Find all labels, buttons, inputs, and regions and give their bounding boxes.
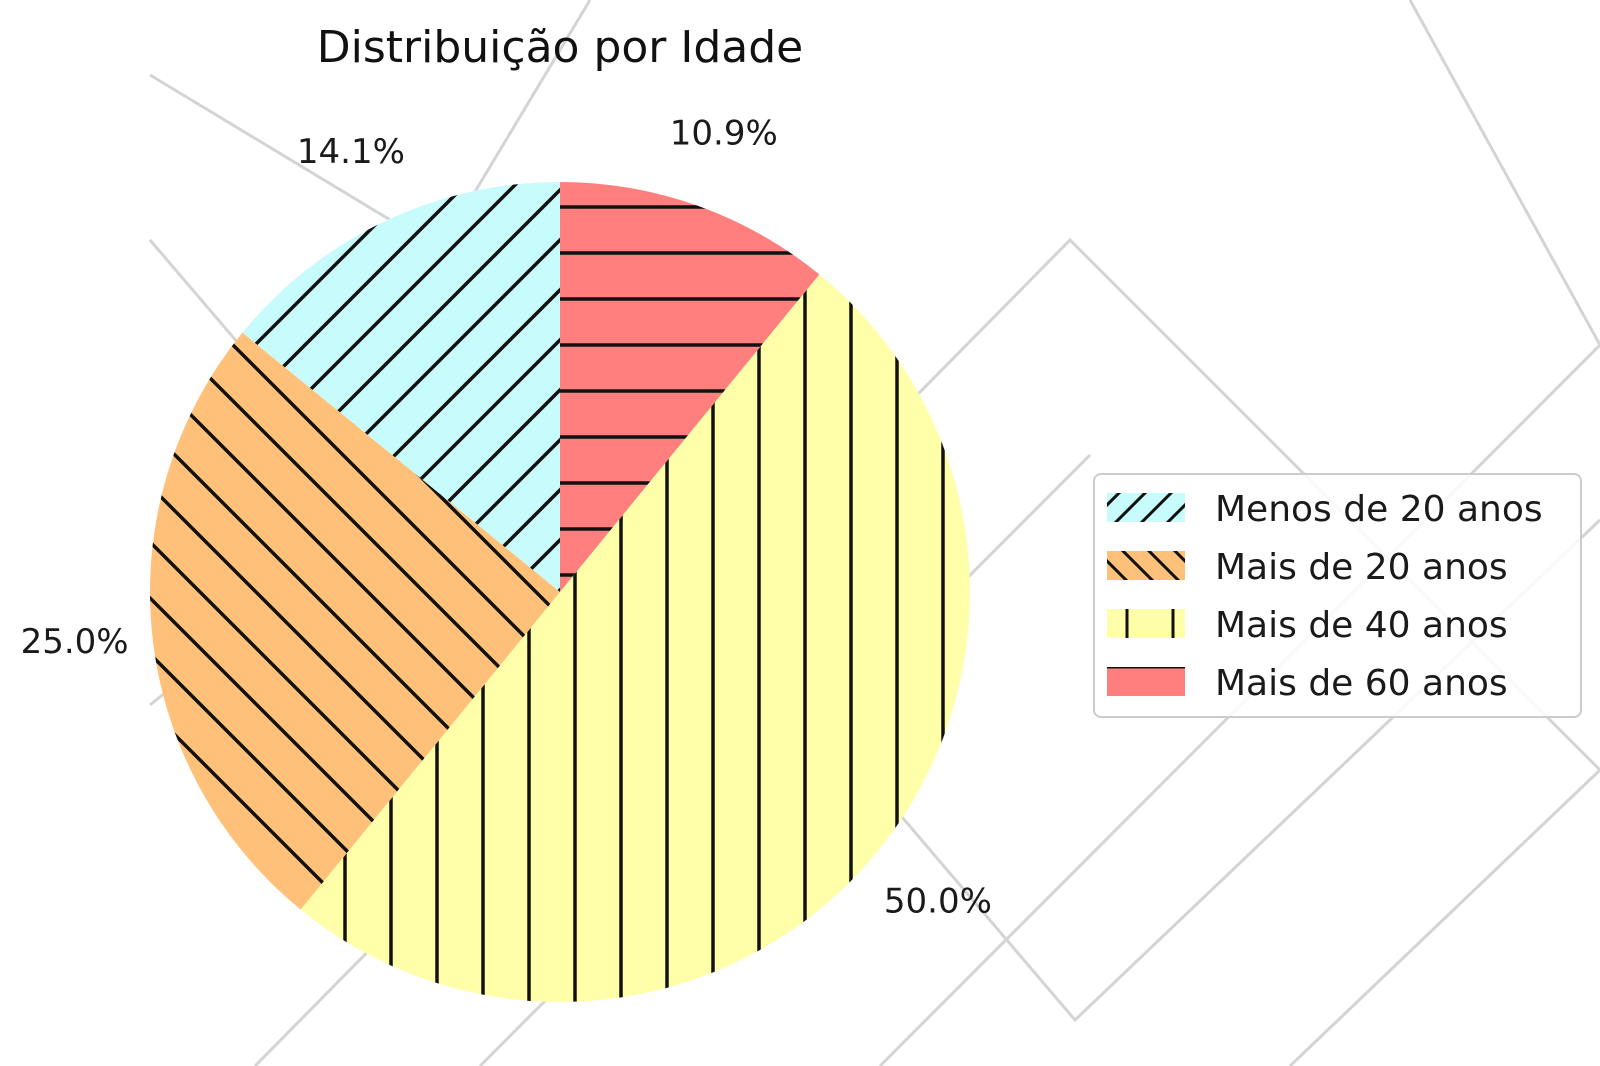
slice-mais-de-40-anos <box>300 274 971 1003</box>
slice-mais-de-60-anos-hatch <box>560 182 820 592</box>
legend-item-mais-de-60-anos-label: Mais de 60 anos <box>1215 663 1508 704</box>
legend-item-mais-de-40-anos: Mais de 40 anos <box>1107 605 1508 646</box>
legend-item-mais-de-20-anos-label: Mais de 20 anos <box>1215 547 1508 588</box>
legend-item-menos-de-20-anos-label: Menos de 20 anos <box>1215 489 1543 530</box>
chart-title: Distribuição por Idade <box>317 22 804 73</box>
legend-item-mais-de-20-anos: Mais de 20 anos <box>1107 547 1508 588</box>
legend: Menos de 20 anos Mais de 20 anos Mais de 4… <box>1093 473 1582 718</box>
slice-mais-de-40-anos-hatch <box>300 274 971 1003</box>
slice-mais-de-20-anos-percent-label: 25.0% <box>21 622 129 662</box>
legend-item-menos-de-20-anos: Menos de 20 anos <box>1107 489 1543 530</box>
slice-menos-de-20-anos <box>242 182 560 592</box>
legend-item-menos-de-20-anos-swatch-hatch <box>1107 493 1185 522</box>
legend-item-mais-de-60-anos: Mais de 60 anos <box>1107 663 1508 704</box>
slice-menos-de-20-anos-percent-label: 14.1% <box>297 132 405 172</box>
pie-slices <box>149 182 971 1003</box>
slice-menos-de-20-anos-hatch <box>242 182 560 592</box>
percent-labels: 10.9% 50.0% 25.0% 14.1% <box>21 113 992 921</box>
legend-item-mais-de-40-anos-swatch-hatch <box>1107 609 1185 638</box>
slice-mais-de-20-anos <box>149 332 560 910</box>
legend-item-mais-de-40-anos-label: Mais de 40 anos <box>1215 605 1508 646</box>
slice-mais-de-60-anos-percent-label: 10.9% <box>670 113 778 153</box>
slice-mais-de-20-anos-hatch <box>149 332 560 910</box>
slice-mais-de-60-anos <box>560 182 820 592</box>
legend-frame <box>1093 473 1582 718</box>
legend-item-mais-de-60-anos-swatch-hatch <box>1107 667 1185 696</box>
slice-mais-de-40-anos-percent-label: 50.0% <box>884 882 992 922</box>
legend-item-mais-de-20-anos-swatch-hatch <box>1107 551 1185 580</box>
